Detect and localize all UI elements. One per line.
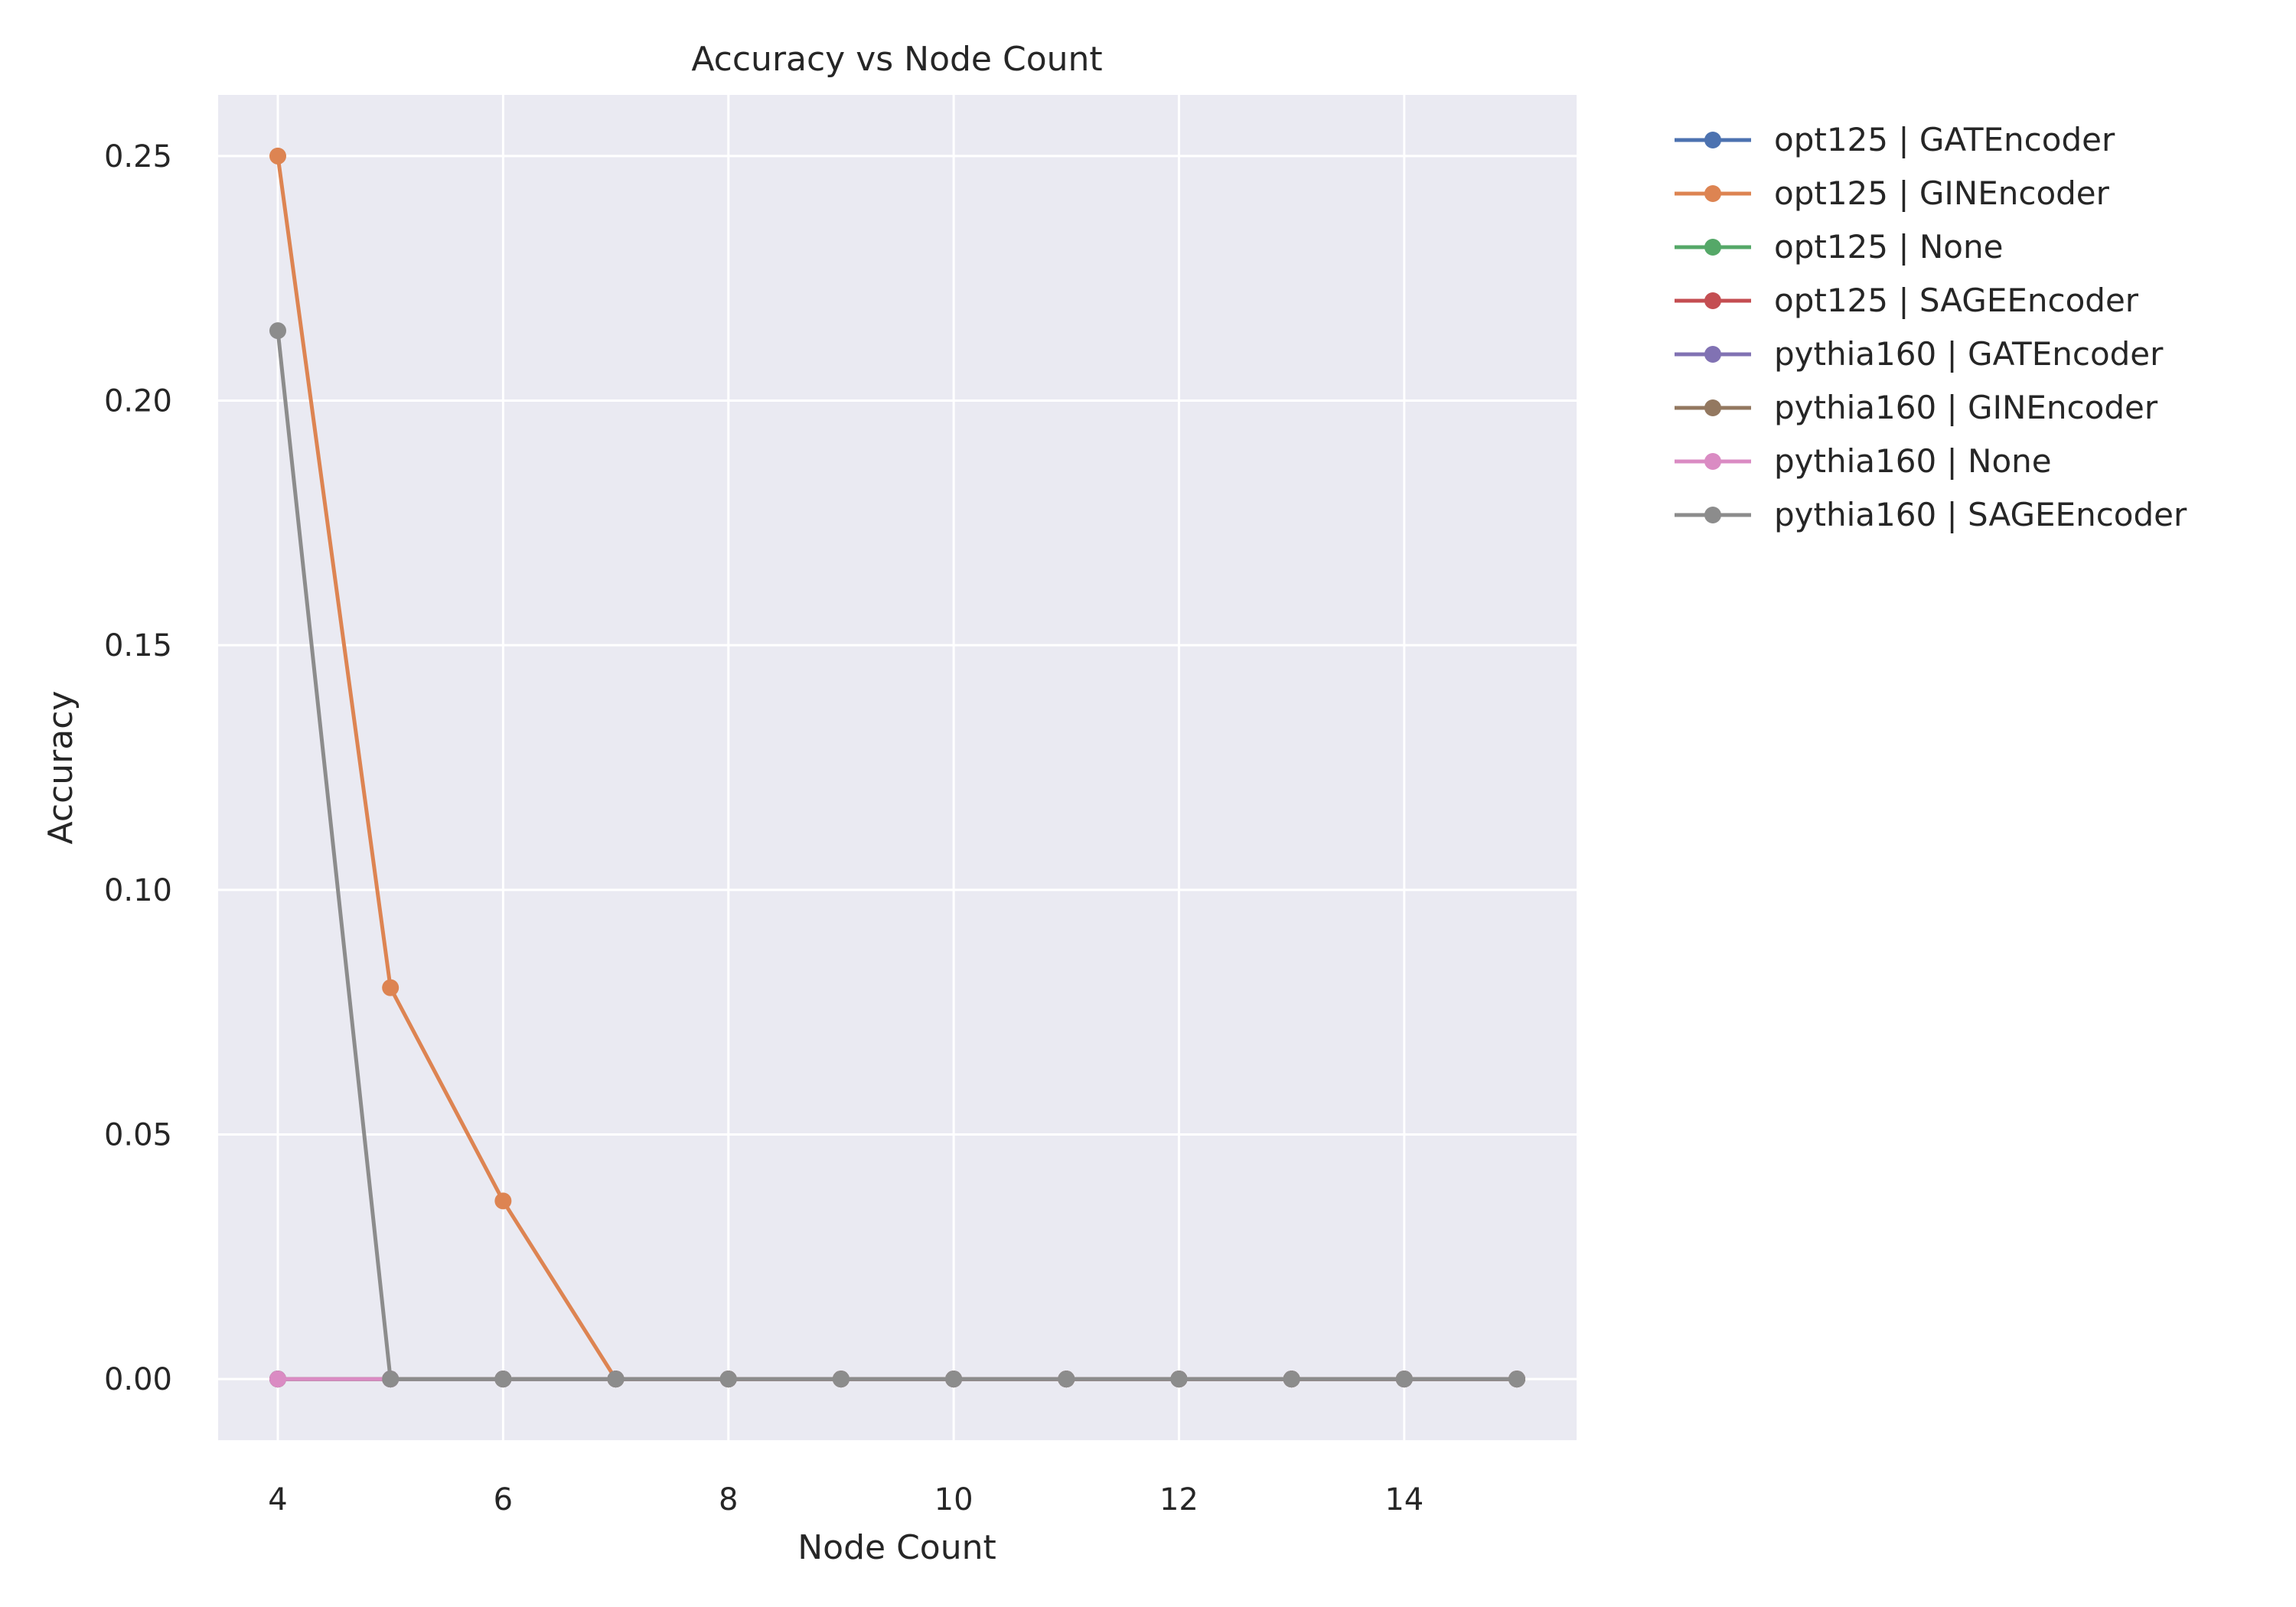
x-tick-label: 6 (494, 1482, 513, 1517)
legend-marker (1704, 239, 1721, 256)
x-tick-label: 4 (268, 1482, 287, 1517)
legend-marker (1704, 453, 1721, 470)
data-point (607, 1371, 625, 1388)
legend-marker (1704, 292, 1721, 309)
x-ticks: 4 6 8 10 12 14 (268, 1482, 1424, 1517)
series-layer (269, 147, 1525, 1388)
data-point (494, 1371, 512, 1388)
data-point (832, 1371, 850, 1388)
legend: opt125 | GATEncoder opt125 | GINEncoder op… (1675, 121, 2187, 533)
legend-label: pythia160 | GINEncoder (1774, 389, 2158, 426)
data-point (719, 1371, 737, 1388)
data-point (269, 147, 287, 165)
legend-entry: pythia160 | GATEncoder (1675, 335, 2164, 373)
legend-entry: opt125 | SAGEEncoder (1675, 282, 2139, 319)
series-line (276, 328, 1519, 1381)
data-point (382, 979, 400, 996)
legend-marker (1704, 507, 1721, 523)
y-tick-label: 0.15 (104, 628, 172, 663)
y-tick-label: 0.25 (104, 139, 172, 174)
data-point (1283, 1371, 1300, 1388)
legend-label: pythia160 | GATEncoder (1774, 335, 2164, 373)
legend-entry: pythia160 | SAGEEncoder (1675, 496, 2187, 533)
data-point (382, 1371, 400, 1388)
legend-label: opt125 | None (1774, 228, 2003, 266)
x-tick-label: 14 (1384, 1482, 1424, 1517)
legend-entry: opt125 | GATEncoder (1675, 121, 2115, 158)
legend-entry: opt125 | None (1675, 228, 2003, 266)
legend-label: pythia160 | SAGEEncoder (1774, 496, 2187, 533)
y-ticks: 0.00 0.05 0.10 0.15 0.20 0.25 (104, 139, 172, 1397)
y-axis-label: Accuracy (41, 691, 80, 845)
grid (218, 95, 1577, 1440)
legend-entry: opt125 | GINEncoder (1675, 174, 2110, 212)
chart-title: Accuracy vs Node Count (691, 40, 1102, 79)
y-tick-label: 0.00 (104, 1362, 172, 1397)
data-point (494, 1192, 512, 1210)
data-point (1395, 1371, 1413, 1388)
legend-label: opt125 | SAGEEncoder (1774, 282, 2139, 319)
legend-entry: pythia160 | GINEncoder (1675, 389, 2158, 426)
legend-marker (1704, 132, 1721, 148)
legend-entry: pythia160 | None (1675, 442, 2052, 480)
plot-area (218, 95, 1577, 1440)
legend-label: opt125 | GINEncoder (1774, 174, 2110, 212)
y-tick-label: 0.10 (104, 873, 172, 908)
x-axis-label: Node Count (797, 1528, 996, 1567)
x-tick-label: 8 (719, 1482, 738, 1517)
legend-marker (1704, 399, 1721, 416)
y-tick-label: 0.05 (104, 1117, 172, 1152)
legend-label: pythia160 | None (1774, 442, 2052, 480)
x-tick-label: 12 (1159, 1482, 1199, 1517)
x-tick-label: 10 (934, 1482, 974, 1517)
data-point (945, 1371, 963, 1388)
legend-marker (1704, 185, 1721, 202)
series-8 (269, 322, 1525, 1388)
data-point (269, 322, 287, 340)
data-point (1170, 1371, 1188, 1388)
data-point (269, 1371, 287, 1388)
legend-label: opt125 | GATEncoder (1774, 121, 2115, 158)
legend-marker (1704, 346, 1721, 363)
y-tick-label: 0.20 (104, 384, 172, 419)
data-point (1058, 1371, 1075, 1388)
data-point (1508, 1371, 1525, 1388)
